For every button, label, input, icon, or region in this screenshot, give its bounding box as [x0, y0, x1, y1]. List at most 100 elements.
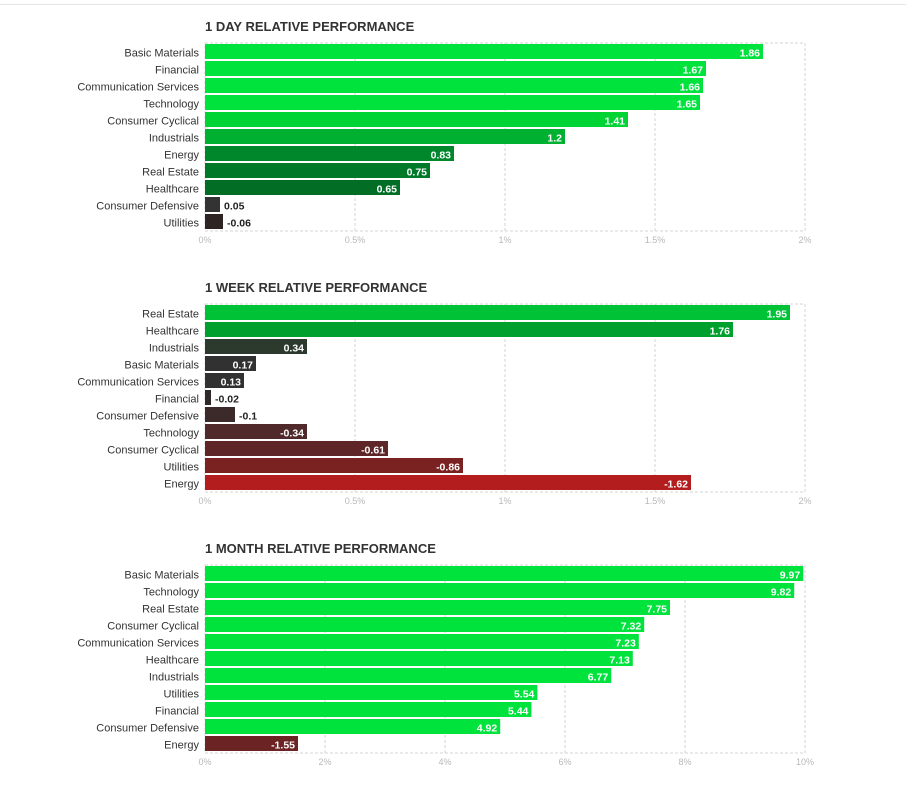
- data-label: 0.05: [224, 201, 245, 213]
- data-label: 1.66: [680, 82, 701, 94]
- data-label: 7.23: [615, 638, 636, 650]
- top-divider: [0, 4, 906, 5]
- category-label: Basic Materials: [124, 570, 199, 582]
- data-label: -0.1: [239, 411, 257, 423]
- category-label: Real Estate: [142, 309, 199, 321]
- chart-title: 1 MONTH RELATIVE PERFORMANCE: [205, 541, 436, 556]
- category-label: Technology: [143, 99, 199, 111]
- bar[interactable]: [205, 214, 223, 229]
- bar[interactable]: [205, 475, 691, 490]
- bar[interactable]: [205, 668, 612, 683]
- category-label: Financial: [155, 394, 199, 406]
- data-label: 1.67: [683, 65, 704, 77]
- bar[interactable]: [205, 356, 256, 371]
- bar[interactable]: [205, 112, 628, 127]
- data-label: 9.97: [780, 570, 801, 582]
- bar[interactable]: [205, 163, 430, 178]
- data-label: 4.92: [477, 723, 498, 735]
- bar[interactable]: [205, 305, 790, 320]
- category-label: Healthcare: [146, 326, 199, 338]
- bar[interactable]: [205, 719, 501, 734]
- data-label: 0.75: [407, 167, 428, 179]
- category-label: Consumer Cyclical: [107, 445, 199, 457]
- x-tick-label: 1%: [498, 235, 511, 245]
- bar[interactable]: [205, 322, 733, 337]
- x-tick-label: 0%: [198, 757, 211, 767]
- category-label: Healthcare: [146, 184, 199, 196]
- bar[interactable]: [205, 373, 244, 388]
- data-label: 9.82: [771, 587, 792, 599]
- bar[interactable]: [205, 424, 307, 439]
- x-tick-label: 10%: [796, 757, 814, 767]
- bar[interactable]: [205, 566, 804, 581]
- data-label: -0.86: [436, 462, 460, 474]
- data-label: 7.75: [647, 604, 668, 616]
- data-label: 1.95: [767, 309, 788, 321]
- category-label: Utilities: [164, 462, 200, 474]
- category-label: Real Estate: [142, 604, 199, 616]
- bar[interactable]: [205, 44, 763, 59]
- bar[interactable]: [205, 634, 639, 649]
- data-label: 0.13: [221, 377, 242, 389]
- category-label: Communication Services: [77, 82, 199, 94]
- bar[interactable]: [205, 146, 454, 161]
- data-label: 0.34: [284, 343, 305, 355]
- x-tick-label: 0%: [198, 496, 211, 506]
- category-label: Consumer Cyclical: [107, 116, 199, 128]
- data-label: 7.13: [609, 655, 630, 667]
- chart-3: 1 MONTH RELATIVE PERFORMANCE 0% 2% 4% 6% 8% 10…: [77, 541, 814, 767]
- category-label: Consumer Defensive: [96, 723, 199, 735]
- data-label: 0.17: [233, 360, 254, 372]
- category-label: Healthcare: [146, 655, 199, 667]
- category-label: Technology: [143, 587, 199, 599]
- data-label: 1.2: [547, 133, 562, 145]
- data-label: -0.02: [215, 394, 239, 406]
- category-label: Communication Services: [77, 377, 199, 389]
- category-label: Industrials: [149, 672, 200, 684]
- category-label: Energy: [164, 150, 199, 162]
- category-label: Industrials: [149, 133, 200, 145]
- category-label: Basic Materials: [124, 48, 199, 60]
- bar[interactable]: [205, 407, 235, 422]
- bar[interactable]: [205, 651, 633, 666]
- bar[interactable]: [205, 583, 795, 598]
- data-label: 0.83: [431, 150, 452, 162]
- bar[interactable]: [205, 95, 700, 110]
- category-label: Consumer Defensive: [96, 411, 199, 423]
- x-tick-label: 0.5%: [345, 496, 366, 506]
- category-label: Consumer Defensive: [96, 201, 199, 213]
- data-label: 1.76: [710, 326, 731, 338]
- bar[interactable]: [205, 61, 706, 76]
- bar[interactable]: [205, 78, 703, 93]
- bar[interactable]: [205, 702, 532, 717]
- bar[interactable]: [205, 736, 298, 751]
- x-tick-label: 4%: [438, 757, 451, 767]
- data-label: 5.54: [514, 689, 535, 701]
- bar[interactable]: [205, 617, 645, 632]
- bar[interactable]: [205, 180, 400, 195]
- bar[interactable]: [205, 458, 463, 473]
- category-label: Basic Materials: [124, 360, 199, 372]
- x-tick-label: 0.5%: [345, 235, 366, 245]
- category-label: Technology: [143, 428, 199, 440]
- bar[interactable]: [205, 339, 307, 354]
- data-label: 0.65: [377, 184, 398, 196]
- bar[interactable]: [205, 129, 565, 144]
- x-tick-label: 1.5%: [645, 235, 666, 245]
- chart-title: 1 DAY RELATIVE PERFORMANCE: [205, 19, 415, 34]
- bar[interactable]: [205, 441, 388, 456]
- x-tick-label: 2%: [318, 757, 331, 767]
- category-label: Financial: [155, 65, 199, 77]
- data-label: 1.41: [605, 116, 626, 128]
- category-label: Financial: [155, 706, 199, 718]
- data-label: 7.32: [621, 621, 642, 633]
- category-label: Energy: [164, 740, 199, 752]
- bar[interactable]: [205, 685, 538, 700]
- category-label: Industrials: [149, 343, 200, 355]
- data-label: 1.86: [740, 48, 761, 60]
- bar[interactable]: [205, 600, 670, 615]
- data-label: 5.44: [508, 706, 529, 718]
- bar[interactable]: [205, 390, 211, 405]
- bar[interactable]: [205, 197, 220, 212]
